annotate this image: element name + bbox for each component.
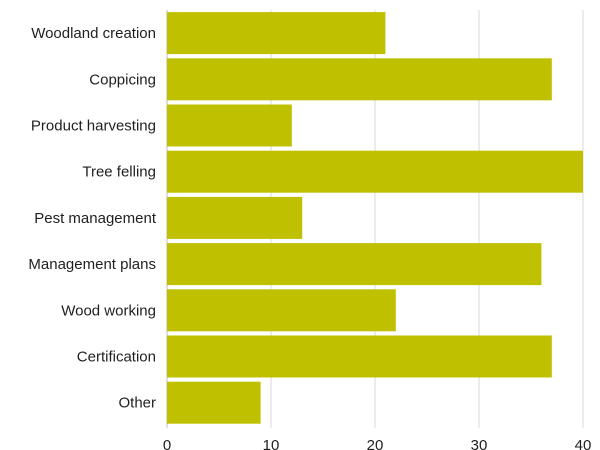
category-label: Coppicing [89, 71, 156, 88]
category-label: Wood working [61, 302, 156, 319]
bars [167, 12, 583, 424]
bar-coppicing [167, 58, 552, 101]
bar-certification [167, 335, 552, 378]
x-tick-label: 20 [367, 437, 384, 450]
category-label: Woodland creation [31, 25, 156, 42]
x-axis-ticks: 0 10 20 30 40 [163, 437, 592, 450]
bar-pest-management [167, 196, 303, 239]
bar-woodland-creation [167, 12, 386, 55]
category-labels: Woodland creation Coppicing Product harves… [28, 25, 156, 412]
category-label: Management plans [28, 256, 156, 273]
category-label: Pest management [34, 210, 157, 227]
category-label: Other [118, 395, 156, 412]
category-label: Tree felling [82, 164, 156, 181]
x-tick-label: 0 [163, 437, 171, 450]
bar-other [167, 381, 261, 424]
x-tick-label: 10 [263, 437, 280, 450]
bar-management-plans [167, 243, 542, 286]
x-tick-label: 30 [471, 437, 488, 450]
bar-tree-felling [167, 150, 583, 193]
category-label: Certification [77, 349, 156, 366]
x-tick-label: 40 [575, 437, 592, 450]
bar-wood-working [167, 289, 396, 332]
bar-product-harvesting [167, 104, 292, 147]
category-label: Product harvesting [31, 118, 156, 135]
